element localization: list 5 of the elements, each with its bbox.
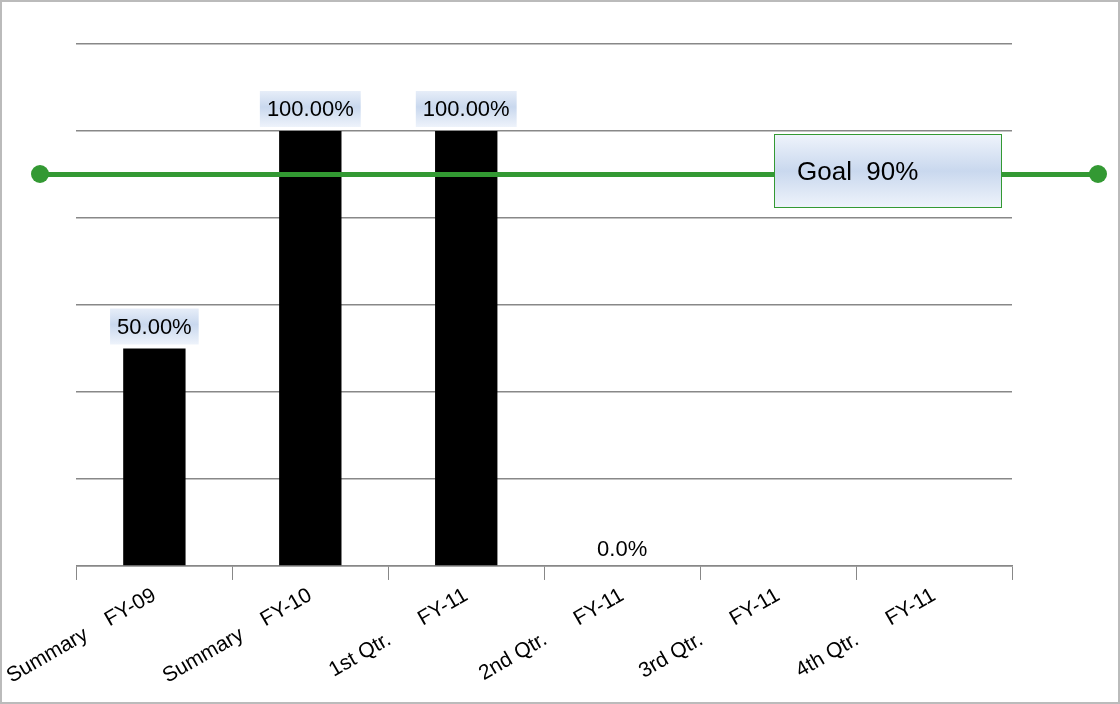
data-label: 100.00% xyxy=(422,96,510,122)
callout-box: Goal 90% xyxy=(774,134,1002,209)
data-label: 0.0% xyxy=(597,536,648,562)
data-label: 100.00% xyxy=(266,96,354,122)
data-label: 50.00% xyxy=(117,313,192,339)
